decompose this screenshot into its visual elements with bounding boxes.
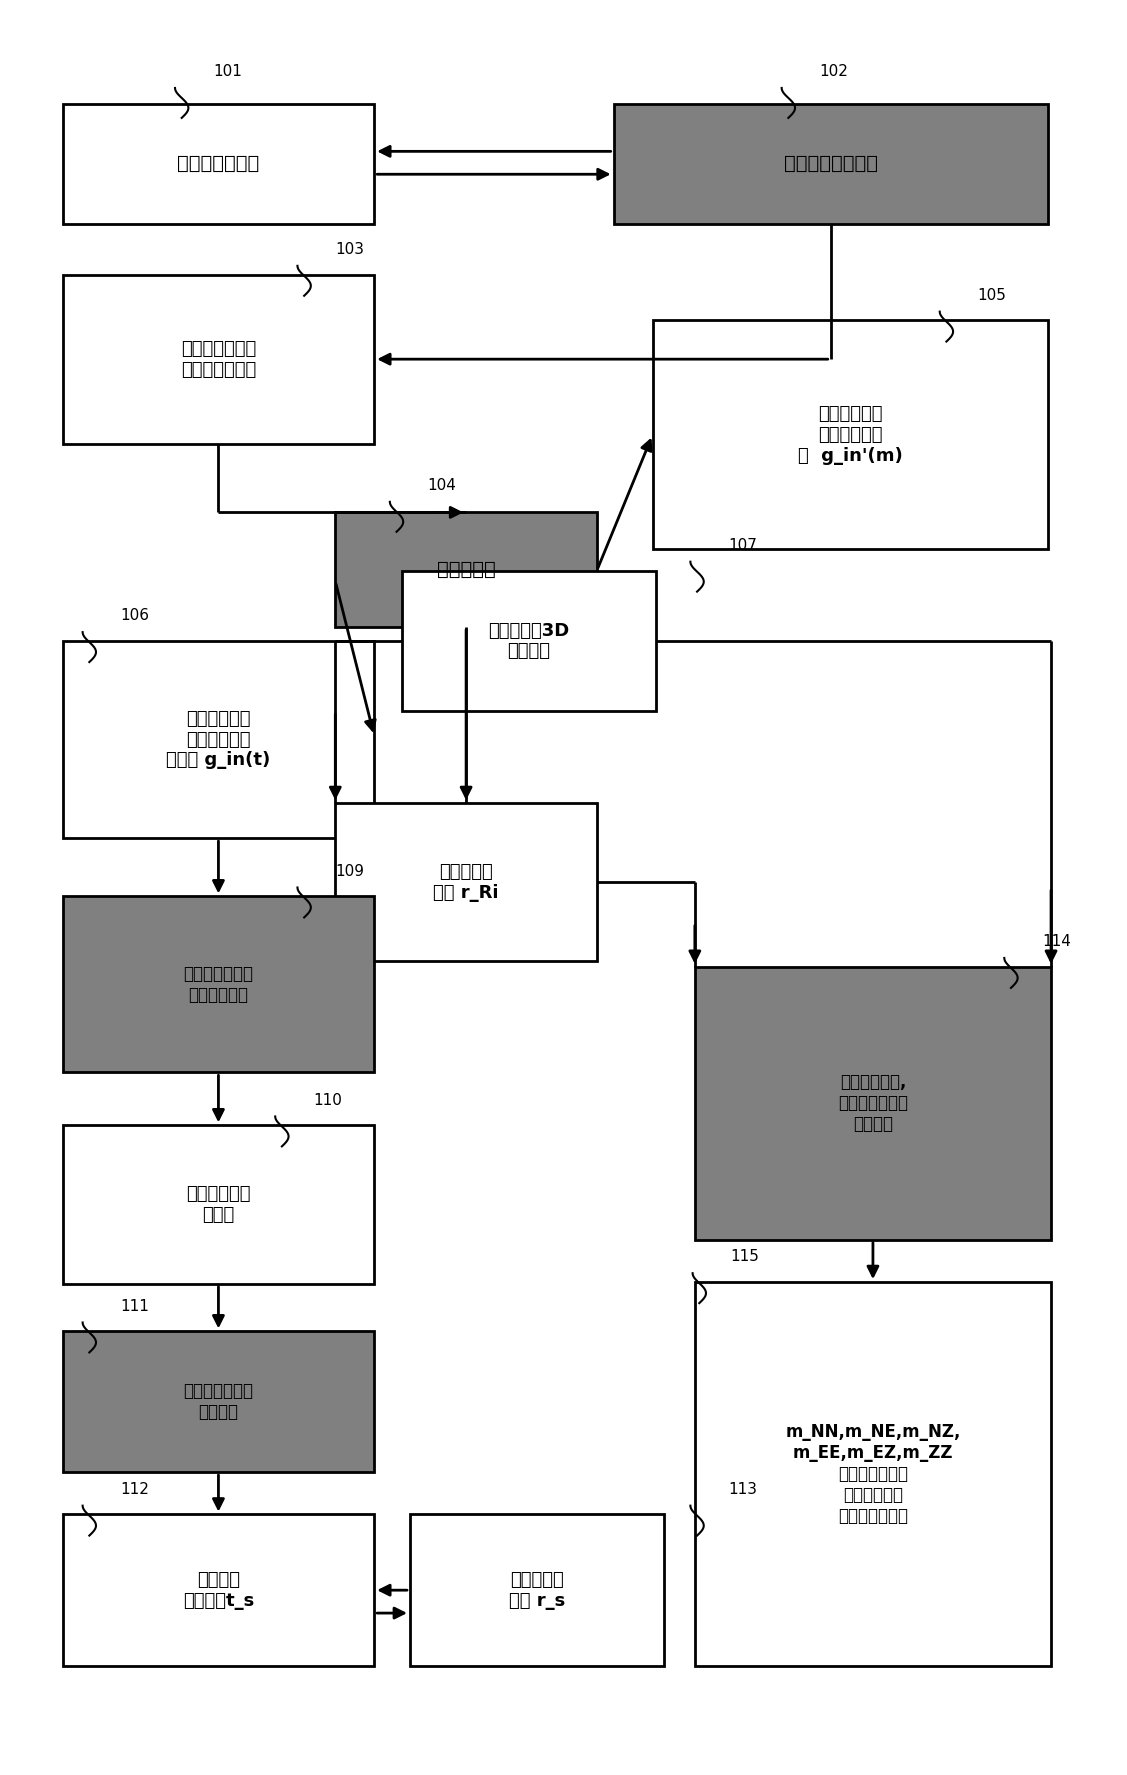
Text: 115: 115 <box>730 1250 760 1264</box>
Text: 103: 103 <box>336 241 364 257</box>
Text: 检测区域的3D
速度结构: 检测区域的3D 速度结构 <box>488 621 569 660</box>
FancyBboxPatch shape <box>695 1282 1051 1667</box>
FancyBboxPatch shape <box>336 513 597 627</box>
FancyBboxPatch shape <box>613 103 1048 224</box>
FancyBboxPatch shape <box>336 802 597 962</box>
Text: 105: 105 <box>977 288 1006 304</box>
Text: m_NN,m_NE,m_NZ,
m_EE,m_EZ,m_ZZ
以供计算震源机
制球，应力方
向，裂隙破裂面: m_NN,m_NE,m_NZ, m_EE,m_EZ,m_ZZ 以供计算震源机 制… <box>786 1424 960 1525</box>
Text: 波形特征时间域
反化特征: 波形特征时间域 反化特征 <box>184 1383 254 1422</box>
Text: 检波器空间
位置 r_Ri: 检波器空间 位置 r_Ri <box>434 863 499 902</box>
Text: 原始地震波记录: 原始地震波记录 <box>177 154 259 174</box>
FancyBboxPatch shape <box>63 896 374 1072</box>
Text: 114: 114 <box>1042 934 1071 950</box>
Text: 106: 106 <box>121 609 150 623</box>
Text: 111: 111 <box>121 1299 150 1314</box>
Text: 104: 104 <box>428 477 456 493</box>
Text: 具有高信噪比的
微地震波形数据: 具有高信噪比的 微地震波形数据 <box>180 339 256 378</box>
FancyBboxPatch shape <box>402 570 656 712</box>
Text: 用于推导震源
机制的散射系
数  g_in'(m): 用于推导震源 机制的散射系 数 g_in'(m) <box>798 405 903 465</box>
Text: 109: 109 <box>336 864 364 879</box>
Text: 110: 110 <box>313 1093 341 1108</box>
FancyBboxPatch shape <box>695 967 1051 1239</box>
Text: 微地震震源
位置 r_s: 微地震震源 位置 r_s <box>508 1571 565 1610</box>
FancyBboxPatch shape <box>63 641 374 838</box>
Text: 微地震震源时间
域反射成像后: 微地震震源时间 域反射成像后 <box>184 966 254 1003</box>
FancyBboxPatch shape <box>63 1331 374 1471</box>
Text: 地震数据常规处理: 地震数据常规处理 <box>783 154 878 174</box>
Text: 101: 101 <box>213 64 242 80</box>
FancyBboxPatch shape <box>63 275 374 444</box>
FancyBboxPatch shape <box>653 321 1048 550</box>
FancyBboxPatch shape <box>63 1125 374 1283</box>
Text: 微地震的
发震时刻t_s: 微地震的 发震时刻t_s <box>183 1571 254 1610</box>
Text: 102: 102 <box>819 64 849 80</box>
Text: 微地震震源到
各检波器的格
林函数 g_in(t): 微地震震源到 各检波器的格 林函数 g_in(t) <box>167 710 270 769</box>
Text: 107: 107 <box>728 538 757 552</box>
FancyBboxPatch shape <box>63 1514 374 1667</box>
Text: 搜索相似方法,
计算地震矩张量
的最佳解: 搜索相似方法, 计算地震矩张量 的最佳解 <box>838 1074 908 1132</box>
Text: 112: 112 <box>121 1482 150 1496</box>
Text: 113: 113 <box>728 1482 757 1496</box>
Text: 阵列反褶积: 阵列反褶积 <box>437 561 496 579</box>
FancyBboxPatch shape <box>410 1514 664 1667</box>
FancyBboxPatch shape <box>63 103 374 224</box>
Text: 监测区域伪地
震波场: 监测区域伪地 震波场 <box>186 1186 250 1225</box>
